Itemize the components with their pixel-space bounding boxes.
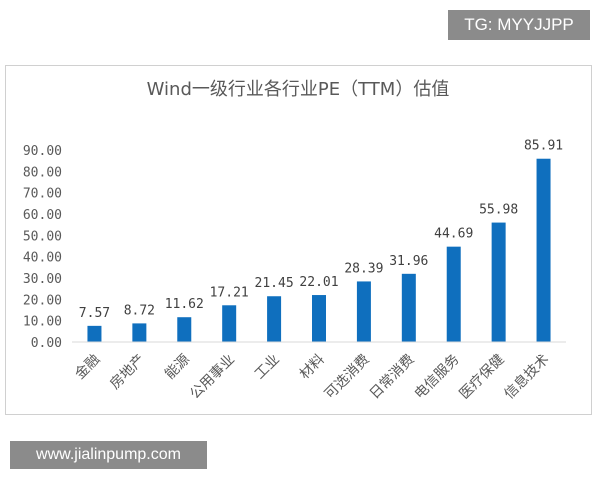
bar: [87, 325, 102, 342]
y-tick-label: 60.00: [23, 208, 62, 223]
chart-title: Wind一级行业各行业PE（TTM）估值: [147, 79, 450, 100]
bar: [132, 323, 147, 342]
x-tick-label: 日常消费: [367, 352, 418, 403]
y-tick-label: 10.00: [23, 315, 62, 330]
bar: [222, 305, 237, 342]
y-axis-ticks: 0.00 10.00 20.00 30.00 40.00 50.00 60.00 70.00 8…: [23, 144, 62, 351]
bar: [177, 317, 192, 342]
y-tick-label: 70.00: [23, 187, 62, 202]
y-tick-label: 0.00: [31, 336, 62, 351]
bar: [536, 158, 551, 342]
watermark-bottom: www.jialinpump.com: [10, 441, 207, 469]
y-tick-label: 90.00: [23, 144, 62, 159]
x-tick-label: 可选消费: [322, 352, 373, 403]
x-tick-label: 信息技术: [501, 351, 553, 403]
bar: [312, 295, 326, 342]
data-label: 7.57: [79, 306, 110, 321]
bar: [491, 222, 506, 342]
y-tick-label: 50.00: [23, 229, 62, 244]
bars: [87, 158, 551, 342]
data-label: 85.91: [524, 139, 563, 154]
x-tick-label: 房地产: [107, 352, 148, 393]
bar: [401, 273, 416, 342]
x-tick-label: 金融: [72, 352, 103, 383]
data-label: 31.96: [389, 254, 428, 269]
x-tick-label: 材料: [297, 352, 328, 383]
bar: [356, 281, 371, 342]
data-label: 55.98: [479, 203, 518, 218]
data-labels: 7.57 8.72 11.62 17.21 21.45 22.01 28.39 31.96 44…: [79, 139, 563, 321]
y-tick-label: 20.00: [23, 293, 62, 308]
data-label: 44.69: [434, 227, 473, 242]
data-label: 8.72: [124, 303, 155, 318]
x-tick-label: 能源: [162, 352, 193, 383]
data-label: 11.62: [165, 297, 204, 312]
x-tick-label: 公用事业: [187, 352, 238, 403]
data-label: 17.21: [210, 285, 249, 300]
data-label: 22.01: [299, 275, 338, 290]
y-tick-label: 40.00: [23, 251, 62, 266]
bar: [267, 296, 282, 342]
y-tick-label: 30.00: [23, 272, 62, 287]
x-tick-label: 电信服务: [412, 352, 463, 403]
x-tick-label: 工业: [252, 352, 283, 383]
y-tick-label: 80.00: [23, 165, 62, 180]
x-tick-label: 医疗保健: [457, 352, 508, 403]
chart-frame: [5, 65, 592, 415]
bar: [446, 246, 461, 342]
data-label: 28.39: [344, 261, 383, 276]
data-label: 21.45: [255, 276, 294, 291]
watermark-top: TG: MYYJJPP: [448, 10, 590, 40]
